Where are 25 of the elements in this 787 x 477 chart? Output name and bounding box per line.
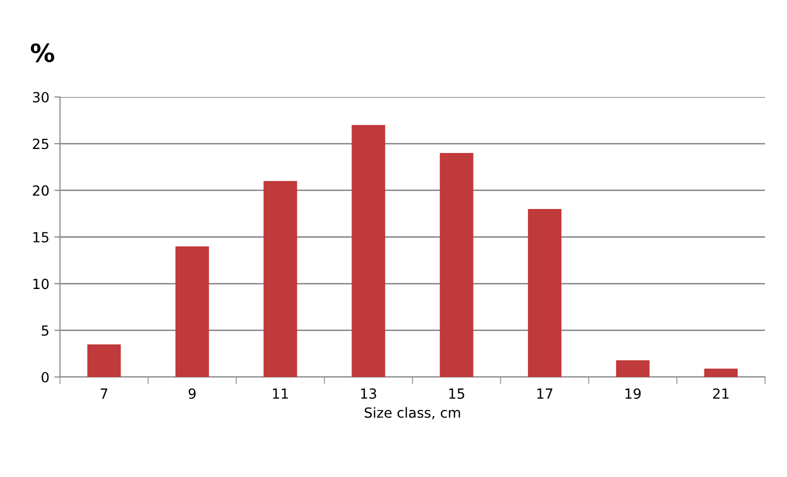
bar	[87, 344, 121, 377]
y-tick-label: 15	[33, 232, 48, 242]
y-tick-label: 10	[33, 278, 49, 290]
y-axis-title: %	[30, 43, 54, 62]
x-tick-label: 11	[273, 388, 288, 399]
x-tick-label: 13	[361, 388, 376, 399]
x-tick-label: 15	[449, 388, 464, 399]
bar	[704, 368, 738, 377]
y-tick-label: 5	[42, 325, 48, 336]
x-tick-label: 19	[626, 388, 641, 399]
x-tick-label: 21	[713, 388, 728, 399]
bar	[616, 360, 650, 377]
bar	[175, 246, 209, 377]
bar	[352, 125, 386, 377]
y-tick-label: 20	[32, 185, 49, 196]
bar	[264, 181, 298, 377]
x-tick-label: 9	[188, 388, 196, 399]
y-tick-label: 0	[42, 372, 49, 382]
y-tick-label: 30	[32, 92, 49, 102]
bar	[528, 209, 562, 377]
y-tick-label: 25	[32, 138, 48, 150]
bar	[440, 153, 474, 377]
x-tick-label: 7	[100, 388, 108, 399]
x-tick-label: 17	[537, 388, 552, 399]
x-axis-title: Size class, cm	[364, 407, 460, 420]
